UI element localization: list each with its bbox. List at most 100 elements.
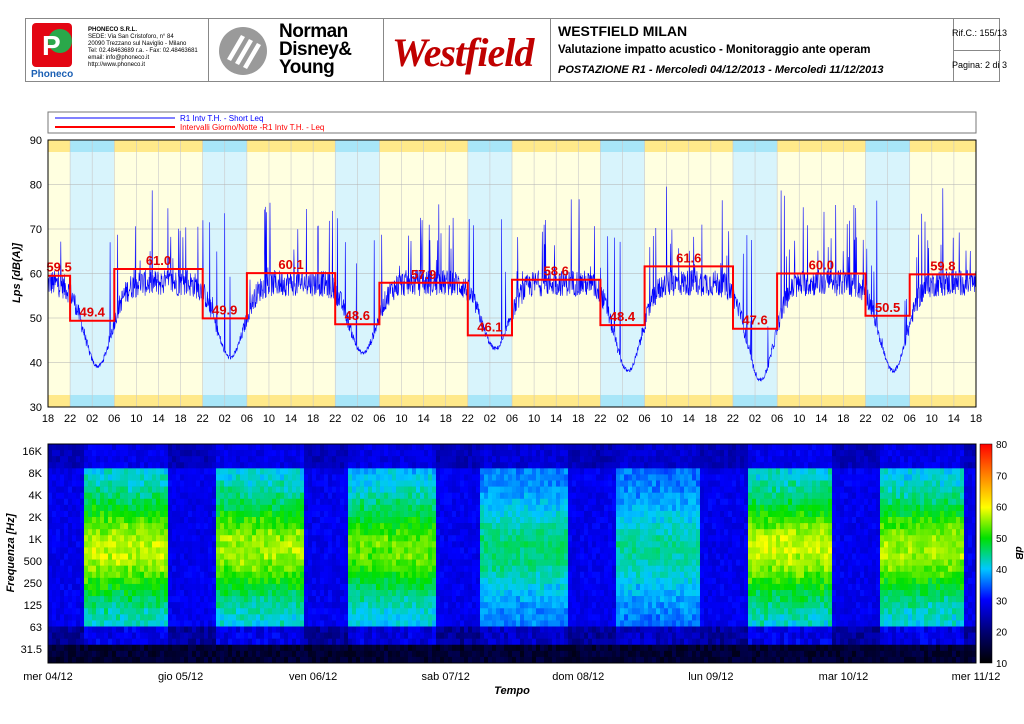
spectrogram-cell [228, 504, 233, 512]
spectrogram-cell [364, 614, 369, 621]
spectrogram-cell [280, 450, 285, 457]
spectrogram-cell [152, 656, 157, 664]
spectrogram-cell [568, 614, 573, 621]
spectrogram-cell [112, 620, 117, 627]
spectrogram-cell [576, 498, 581, 506]
spectrogram-cell [320, 626, 325, 633]
spectrogram-cell [532, 614, 537, 621]
spectrogram-cell [340, 638, 345, 646]
spectrogram-cell [180, 547, 185, 554]
spectrogram-cell [268, 596, 273, 603]
spectrogram-cell [140, 474, 145, 481]
spectrogram-cell [388, 492, 393, 500]
spectrogram-cell [56, 577, 61, 585]
spectrogram-cell [132, 608, 137, 615]
spectrogram-cell [448, 462, 453, 469]
spectrogram-cell [124, 486, 129, 493]
spectrogram-cell [432, 638, 437, 646]
spectrogram-cell [284, 608, 289, 615]
spectrogram-cell [152, 541, 157, 548]
spectrogram-cell [64, 523, 69, 530]
spectrogram-cell [104, 577, 109, 585]
spectrogram-cell [428, 504, 433, 512]
spectrogram-cell [460, 529, 465, 536]
spectrogram-cell [312, 577, 317, 585]
spectrogram-cell [224, 553, 229, 560]
spectrogram-cell [404, 614, 409, 621]
spectrogram-cell [248, 535, 253, 542]
spectrogram-cell [344, 614, 349, 621]
spectrogram-cell [332, 553, 337, 560]
spectrogram-cell [388, 535, 393, 542]
spectrogram-cell [88, 456, 93, 463]
spectrogram-cell [128, 656, 133, 664]
spectrogram-cell [100, 468, 105, 475]
spectrogram-cell [260, 583, 265, 591]
spectrogram-cell [280, 577, 285, 585]
spectrogram-cell [64, 504, 69, 512]
spectrogram-cell [372, 535, 377, 542]
spectrogram-cell [544, 450, 549, 457]
spectrogram-cell [260, 638, 265, 646]
spectrogram-cell [464, 644, 469, 652]
spectrogram-cell [448, 553, 453, 560]
spectrogram-cell [576, 590, 581, 597]
spectrogram-cell [408, 571, 413, 579]
spectrogram-cell [512, 565, 517, 573]
spectrogram-cell [452, 529, 457, 536]
spectrogram-cell [388, 577, 393, 585]
spectrogram-cell [120, 517, 125, 524]
spectrogram-cell [516, 614, 521, 621]
spectrogram-cell [172, 529, 177, 536]
spectrogram-cell [404, 444, 409, 451]
spectrogram-cell [260, 468, 265, 475]
spectrogram-cell [400, 644, 405, 652]
spectrogram-cell [176, 480, 181, 487]
spectrogram-cell [532, 444, 537, 451]
spectrogram-cell [56, 626, 61, 633]
spectrogram-cell [316, 523, 321, 530]
spectrogram-cell [48, 468, 53, 475]
spectrogram-cell [540, 638, 545, 646]
spectrogram-cell [128, 468, 133, 475]
spectrogram-cell [300, 656, 305, 664]
spectrogram-cell [240, 571, 245, 579]
spectrogram-cell [156, 565, 161, 573]
spectrogram-cell [376, 656, 381, 664]
spectrogram-cell [424, 468, 429, 475]
spectrogram-cell [232, 614, 237, 621]
spectrogram-cell [324, 626, 329, 633]
spectrogram-cell [368, 602, 373, 609]
spectrogram-cell [468, 632, 473, 639]
spectrogram-cell [376, 517, 381, 524]
spectrogram-cell [172, 456, 177, 463]
spectrogram-cell [140, 620, 145, 627]
spectrogram-cell [192, 620, 197, 627]
spectrogram-cell [228, 583, 233, 591]
spectrogram-cell [56, 498, 61, 506]
spectrogram-cell [268, 565, 273, 573]
spectrogram-cell [128, 602, 133, 609]
spectrogram-cell [456, 456, 461, 463]
spectrogram-cell [252, 456, 257, 463]
spectrogram-cell [324, 541, 329, 548]
spectrogram-cell [412, 474, 417, 481]
spectrogram-cell [48, 462, 53, 469]
spectrogram-cell [572, 614, 577, 621]
spectrogram-cell [304, 444, 309, 451]
spectrogram-cell [528, 535, 533, 542]
spectrogram-cell [472, 577, 477, 585]
spectrogram-cell [556, 517, 561, 524]
spectrogram-cell [264, 656, 269, 664]
spectrogram-cell [328, 620, 333, 627]
spectrogram-cell [332, 590, 337, 597]
spectrogram-cell [208, 632, 213, 639]
spectrogram-cell [216, 523, 221, 530]
spectrogram-cell [316, 632, 321, 639]
spectrogram-cell [232, 559, 237, 566]
spectrogram-cell [396, 456, 401, 463]
ndy-logo-line: Norman [279, 21, 348, 42]
spectrogram-cell [272, 583, 277, 591]
spectrogram-cell [236, 626, 241, 633]
spectrogram-cell [156, 468, 161, 475]
